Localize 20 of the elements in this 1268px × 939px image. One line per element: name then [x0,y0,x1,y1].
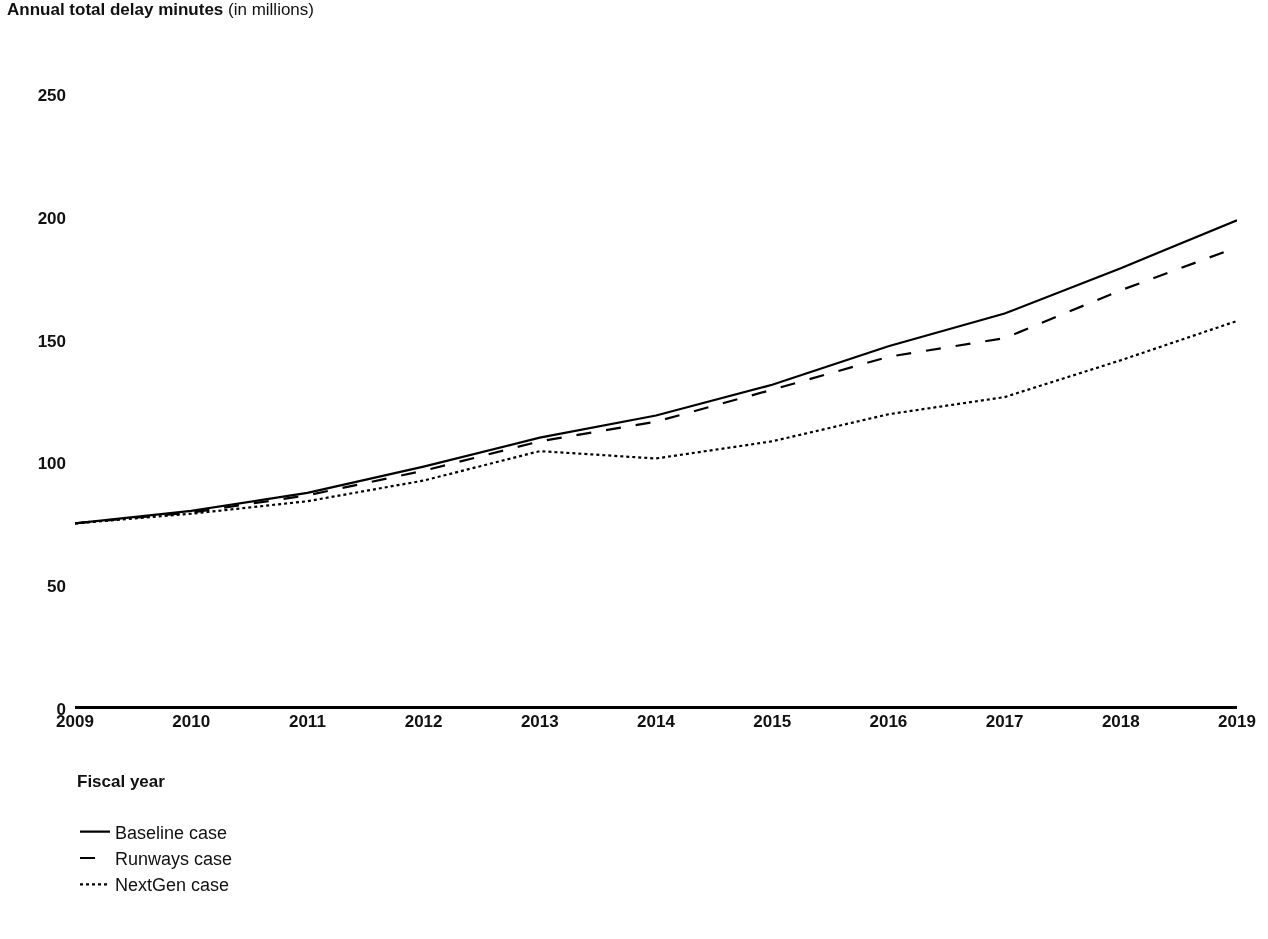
legend-label: NextGen case [115,875,230,896]
x-tick-label: 2015 [753,712,792,731]
x-tick-label: 2019 [1218,712,1256,731]
y-tick-label: 150 [37,331,66,351]
x-tick-label: 2016 [869,712,908,731]
x-tick-label: 2011 [288,712,326,731]
y-axis-title: Annual total delay minutes (in millions) [7,0,314,19]
x-tick-label: 2017 [985,712,1024,731]
y-tick-label: 50 [47,577,66,597]
y-tick-label: 100 [37,454,66,474]
x-tick-label: 2013 [520,712,559,731]
y-tick-label: 200 [37,208,66,228]
x-tick-label: 2010 [172,712,211,731]
x-axis-title: Fiscal year [77,772,166,791]
x-tick-label: 2014 [637,712,676,731]
x-tick-label: 2018 [1101,712,1140,731]
y-tick-label: 250 [37,85,66,105]
legend-label: Runways case [115,849,233,869]
x-tick-label: 2012 [404,712,443,731]
legend-label: Baseline case [115,822,228,843]
